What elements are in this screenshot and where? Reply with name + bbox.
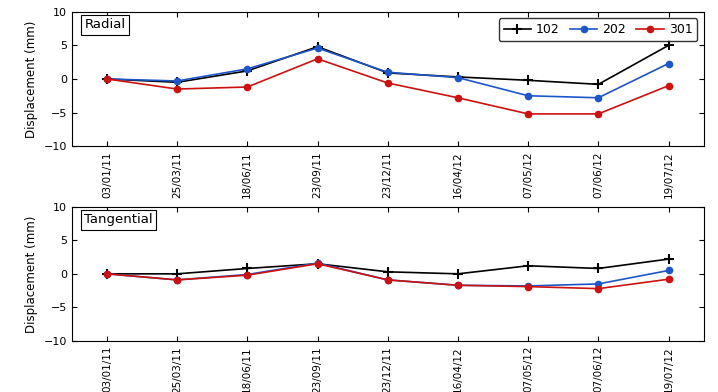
301 [173, 87, 182, 91]
301 [454, 283, 462, 288]
202 [594, 95, 602, 100]
Y-axis label: Displacement (mm): Displacement (mm) [25, 215, 38, 332]
102 [454, 74, 462, 79]
202 [664, 61, 673, 66]
Line: 102: 102 [102, 254, 673, 279]
102 [664, 43, 673, 48]
102 [243, 69, 251, 73]
Text: Tangential: Tangential [85, 213, 153, 226]
202 [594, 281, 602, 286]
301 [383, 81, 392, 85]
102 [243, 266, 251, 271]
Legend: 102, 202, 301: 102, 202, 301 [498, 18, 697, 41]
102 [594, 266, 602, 271]
102 [383, 269, 392, 274]
Text: Radial: Radial [85, 18, 126, 31]
202 [243, 67, 251, 71]
202 [524, 93, 533, 98]
301 [103, 272, 111, 276]
202 [383, 278, 392, 282]
202 [173, 79, 182, 83]
202 [524, 283, 533, 288]
202 [243, 272, 251, 277]
202 [664, 268, 673, 273]
102 [383, 71, 392, 75]
202 [103, 272, 111, 276]
301 [594, 286, 602, 291]
Line: 301: 301 [104, 261, 671, 292]
301 [664, 83, 673, 88]
102 [524, 78, 533, 83]
202 [173, 278, 182, 282]
301 [454, 95, 462, 100]
301 [664, 277, 673, 281]
301 [313, 56, 322, 61]
102 [103, 272, 111, 276]
301 [243, 85, 251, 89]
301 [243, 273, 251, 278]
202 [454, 75, 462, 80]
102 [173, 272, 182, 276]
102 [313, 261, 322, 266]
Line: 202: 202 [104, 45, 671, 101]
202 [313, 261, 322, 265]
301 [103, 76, 111, 81]
301 [173, 278, 182, 282]
102 [454, 272, 462, 276]
202 [454, 283, 462, 288]
301 [313, 261, 322, 266]
102 [173, 80, 182, 85]
202 [103, 76, 111, 81]
Line: 102: 102 [102, 40, 673, 89]
301 [524, 284, 533, 289]
102 [664, 257, 673, 261]
102 [313, 44, 322, 49]
102 [103, 76, 111, 81]
102 [594, 82, 602, 87]
202 [313, 46, 322, 51]
301 [383, 278, 392, 282]
202 [383, 70, 392, 74]
301 [594, 112, 602, 116]
Y-axis label: Displacement (mm): Displacement (mm) [25, 20, 38, 138]
Line: 202: 202 [104, 260, 671, 289]
301 [524, 112, 533, 116]
102 [524, 263, 533, 268]
Line: 301: 301 [104, 56, 671, 117]
